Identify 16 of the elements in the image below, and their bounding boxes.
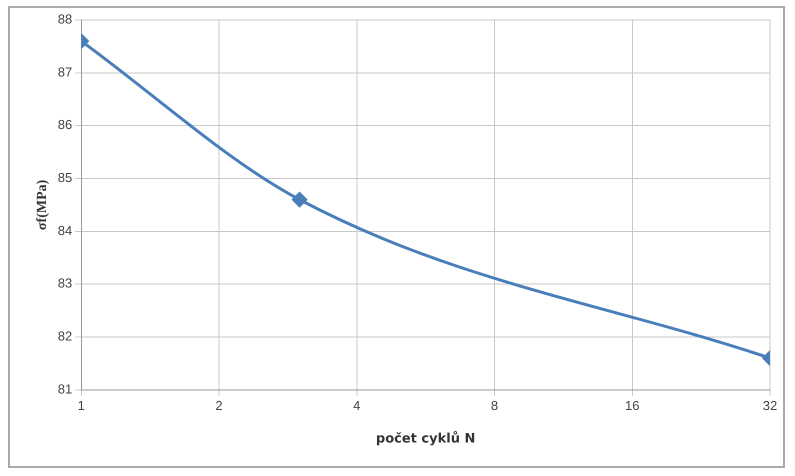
x-tick-label: 8: [490, 398, 498, 414]
y-tick-label: 83: [58, 276, 72, 291]
x-tick-label: 2: [215, 398, 223, 414]
y-tick-label: 87: [58, 64, 72, 80]
x-axis-title: počet cyklů N: [376, 430, 476, 447]
x-tick-label: 4: [353, 398, 360, 414]
y-axis-title: σf(MPa): [35, 179, 50, 230]
y-tick-label: 85: [58, 170, 72, 186]
x-tick-label: 32: [762, 398, 778, 414]
y-tick-label: 81: [58, 381, 72, 396]
x-tick-label: 1: [78, 398, 85, 414]
y-tick-label: 84: [58, 222, 72, 238]
y-tick-label: 86: [58, 117, 72, 132]
y-tick-label: 88: [58, 12, 72, 27]
x-tick-label: 16: [625, 398, 640, 414]
y-tick-label: 82: [58, 328, 72, 344]
